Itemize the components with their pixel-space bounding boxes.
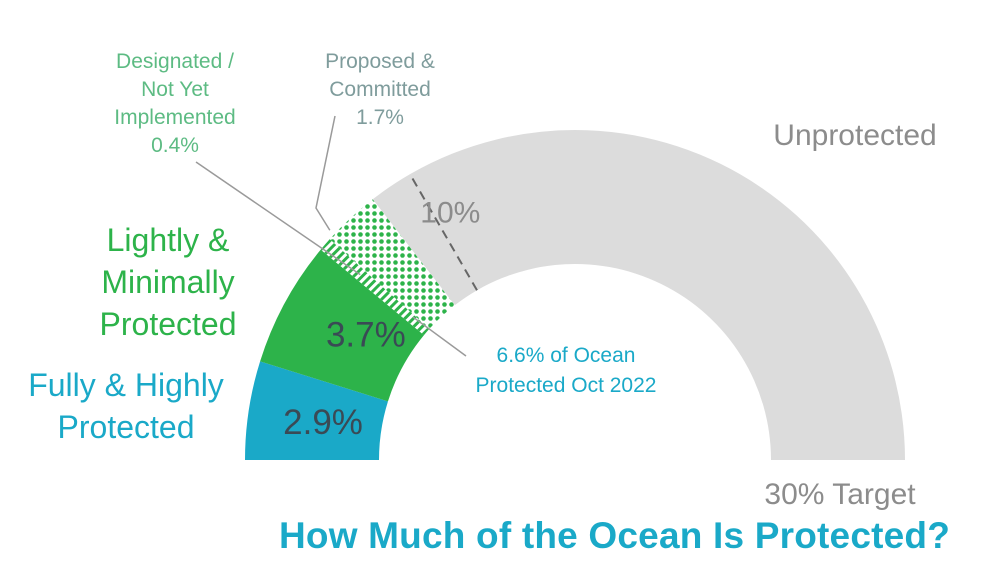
annotation-total-protected: 6.6% of Ocean Protected Oct 2022	[476, 344, 657, 397]
label-proposed-and-committed: Proposed & Committed 1.7%	[325, 50, 435, 129]
marker-line-10	[409, 173, 478, 291]
leader-total-protected	[412, 316, 467, 357]
markers-layer: 10%	[409, 173, 480, 291]
segments-layer	[245, 129, 905, 461]
label-fully-highly-protected: Fully & Highly Protected	[28, 367, 224, 445]
segment-fully-and-highly-protected	[245, 361, 388, 460]
chart-title: How Much of the Ocean Is Protected?	[279, 515, 950, 556]
segment-designated-not-yet-implemented	[320, 239, 430, 336]
labels-layer: Fully & Highly Protected Lightly & Minimall…	[28, 50, 937, 511]
value-label-fully-highly: 2.9%	[283, 403, 363, 442]
leader-designated	[195, 161, 361, 276]
leader-proposed	[315, 115, 336, 231]
leaders-layer	[195, 115, 467, 357]
label-lightly-minimally-protected: Lightly & Minimally Protected	[100, 222, 237, 342]
marker-label-10: 10%	[420, 196, 480, 229]
segment-proposed-and-committed	[329, 199, 455, 329]
value-label-lightly-minimally: 3.7%	[326, 316, 406, 355]
label-designated-not-yet-implemented: Designated / Not Yet Implemented 0.4%	[114, 50, 235, 157]
annotation-30-target: 30% Target	[764, 478, 916, 511]
segment-lightly-and-minimally-protected	[260, 249, 424, 402]
segment-unprotected	[372, 129, 905, 461]
label-unprotected: Unprotected	[773, 119, 936, 152]
